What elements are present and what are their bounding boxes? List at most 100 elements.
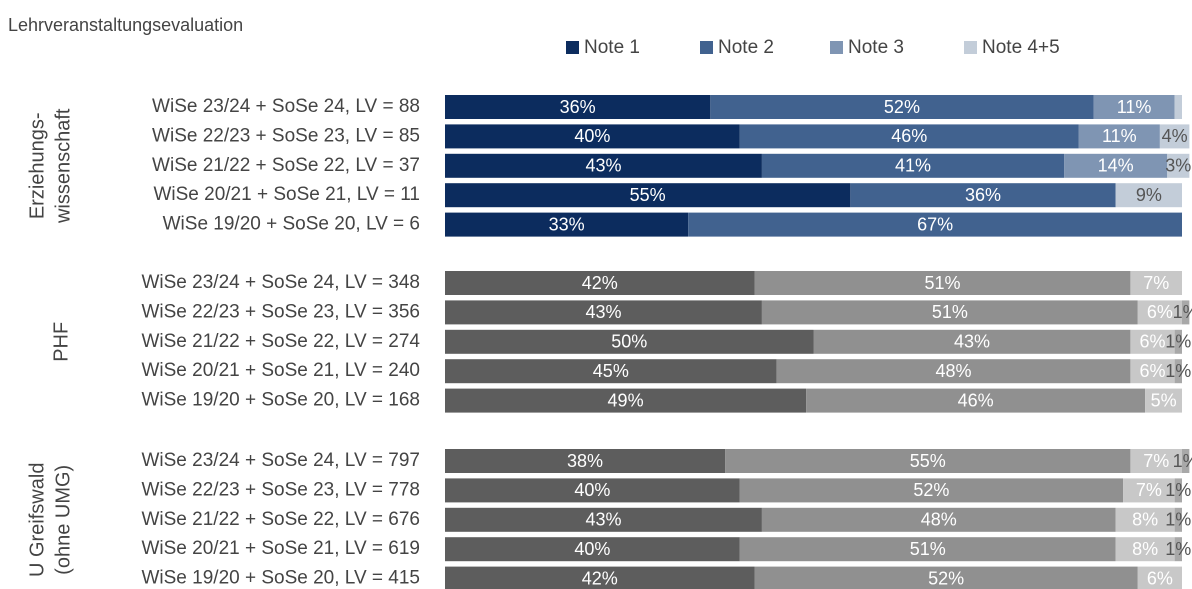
row-label: WiSe 21/22 + SoSe 22, LV = 37 <box>152 155 420 176</box>
row-label: WiSe 19/20 + SoSe 20, LV = 168 <box>141 390 420 411</box>
value-label: 7% <box>1136 480 1162 500</box>
value-label: 7% <box>1143 451 1169 471</box>
group-label: (ohne UMG) <box>52 465 74 575</box>
value-label: 52% <box>913 480 949 500</box>
bar-segment <box>1145 388 1182 413</box>
value-label: 11% <box>1117 97 1152 117</box>
value-label: 46% <box>891 126 927 146</box>
value-label: 40% <box>574 539 610 559</box>
value-label: 36% <box>560 97 596 117</box>
legend-swatch <box>566 41 579 54</box>
bar-segment <box>1064 153 1168 178</box>
value-label: 43% <box>585 156 621 176</box>
value-label: 5% <box>1151 390 1177 410</box>
bar-segment <box>1078 124 1160 149</box>
bar-segment <box>445 449 726 473</box>
bar-segment <box>1130 329 1175 354</box>
bar-segment <box>688 212 1182 237</box>
legend-swatch <box>830 41 843 54</box>
value-label: 36% <box>965 185 1001 205</box>
value-label: 51% <box>910 539 946 559</box>
group-label: U Greifswald <box>26 463 48 577</box>
row-label: WiSe 20/21 + SoSe 21, LV = 619 <box>141 538 420 559</box>
value-label: 1% <box>1173 302 1192 322</box>
value-label: 6% <box>1140 332 1166 352</box>
bar-segment <box>1123 478 1175 503</box>
value-label: 6% <box>1147 568 1173 588</box>
value-label: 1% <box>1165 480 1191 500</box>
value-label: 45% <box>593 361 629 381</box>
bar-segment <box>445 153 762 178</box>
value-label: 50% <box>611 332 647 352</box>
bar-segment <box>806 388 1146 413</box>
bar-segment <box>739 124 1079 149</box>
bar-segment <box>1115 537 1175 562</box>
bar-segment <box>1130 271 1182 295</box>
row-label: WiSe 21/22 + SoSe 22, LV = 274 <box>141 331 420 352</box>
row-label: WiSe 23/24 + SoSe 24, LV = 88 <box>152 96 420 117</box>
value-label: 55% <box>630 185 666 205</box>
value-label: 67% <box>917 214 953 234</box>
value-label: 42% <box>582 568 618 588</box>
row-label: WiSe 23/24 + SoSe 24, LV = 797 <box>141 450 420 471</box>
bar-segment <box>445 271 755 295</box>
value-label: 1% <box>1165 510 1191 530</box>
value-label: 51% <box>932 302 968 322</box>
bar-segment <box>445 359 777 384</box>
bar-segment <box>725 449 1131 473</box>
value-label: 51% <box>924 273 960 293</box>
value-label: 1% <box>1165 539 1191 559</box>
legend-label: Note 2 <box>718 37 774 58</box>
legend-swatch <box>700 41 713 54</box>
legend-swatch <box>964 41 977 54</box>
value-label: 3% <box>1165 156 1191 176</box>
value-label: 14% <box>1098 156 1134 176</box>
bar-segment <box>1174 478 1182 503</box>
bar-segment <box>445 124 740 149</box>
bar-segment <box>1093 95 1175 119</box>
bar-segment <box>813 329 1131 354</box>
row-label: WiSe 22/23 + SoSe 23, LV = 85 <box>152 125 420 146</box>
value-label: 8% <box>1132 539 1158 559</box>
bar-segment <box>1174 507 1182 532</box>
value-label: 48% <box>921 510 957 530</box>
bar-segment <box>754 271 1131 295</box>
bar-segment <box>761 153 1065 178</box>
value-label: 7% <box>1143 273 1169 293</box>
bar-segment <box>1174 95 1182 119</box>
group-label: wissenschaft <box>52 108 74 224</box>
bar-segment <box>1167 153 1190 178</box>
row-label: WiSe 19/20 + SoSe 20, LV = 415 <box>141 568 420 589</box>
value-label: 46% <box>958 390 994 410</box>
bar-segment <box>1115 507 1175 532</box>
bar-segment <box>1159 124 1190 149</box>
group-label: PHF <box>50 322 72 362</box>
value-label: 55% <box>910 451 946 471</box>
bar-segment <box>445 566 755 589</box>
value-label: 40% <box>574 480 610 500</box>
bar-segment <box>1174 537 1182 562</box>
bar-segment <box>761 507 1116 532</box>
bar-segment <box>445 507 762 532</box>
bar-segment <box>445 212 689 237</box>
row-label: WiSe 20/21 + SoSe 21, LV = 11 <box>153 184 420 205</box>
bar-segment <box>1130 359 1175 384</box>
value-label: 6% <box>1147 302 1173 322</box>
bar-segment <box>445 329 814 354</box>
bar-segment <box>445 95 711 119</box>
bar-segment <box>445 537 740 562</box>
legend-label: Note 4+5 <box>982 37 1060 58</box>
row-label: WiSe 20/21 + SoSe 21, LV = 240 <box>141 360 420 381</box>
value-label: 38% <box>567 451 603 471</box>
value-label: 11% <box>1102 126 1137 146</box>
value-label: 43% <box>585 510 621 530</box>
legend-label: Note 3 <box>848 37 904 58</box>
bar-segment <box>445 183 851 208</box>
value-label: 52% <box>884 97 920 117</box>
value-label: 43% <box>585 302 621 322</box>
bar-segment <box>776 359 1131 384</box>
chart-title: Lehrveranstaltungsevaluation <box>8 15 243 35</box>
group-label: Erziehungs- <box>26 112 48 219</box>
bar-segment <box>1137 566 1182 589</box>
